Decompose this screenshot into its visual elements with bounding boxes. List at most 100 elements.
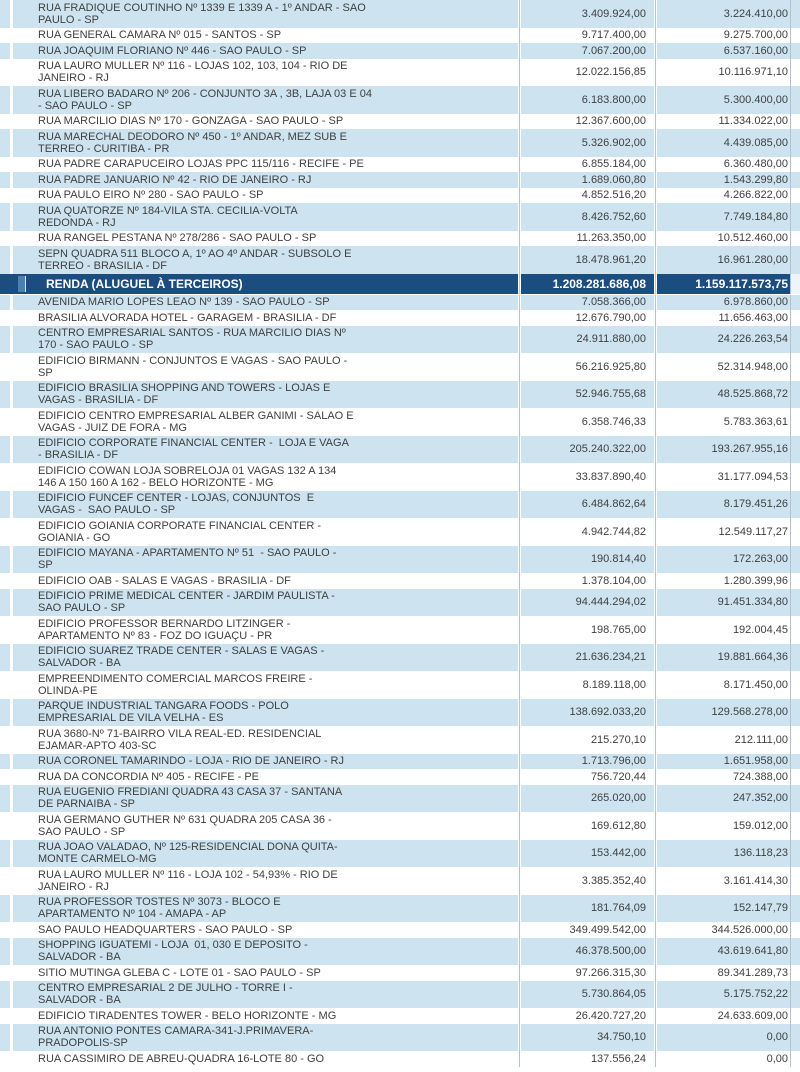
value-current-cell: 8.426.752,60 xyxy=(521,203,654,231)
value-previous-cell: 8.171.450,00 xyxy=(723,678,788,691)
table-row: RUA ANTONIO PONTES CAMARA-341-J.PRIMAVER… xyxy=(0,1023,800,1051)
column-gap xyxy=(518,294,521,310)
column-gap xyxy=(518,922,521,938)
column-gap xyxy=(518,230,521,246)
value-current-cell: 5.730.864,05 xyxy=(521,980,654,1008)
property-address-cell: RUA 3680-Nº 71-BAIRRO VILA REAL-ED. RESI… xyxy=(38,727,322,752)
column-gap xyxy=(10,0,13,28)
row-gutter-left xyxy=(0,59,10,87)
column-gap xyxy=(10,812,13,840)
table-row: EDIFICIO MAYANA - APARTAMENTO Nº 51 - SA… xyxy=(0,545,800,573)
table-row: RUA MARECHAL DEODORO Nº 450 - 1º ANDAR, … xyxy=(0,129,800,157)
column-gap xyxy=(654,172,657,188)
value-previous-cell: 129.568.278,00 xyxy=(657,698,790,726)
row-gutter-left xyxy=(0,43,10,59)
value-previous-cell: 24.633.609,00 xyxy=(717,1009,788,1022)
value-previous-cell: 31.177.094,53 xyxy=(717,470,788,483)
column-gap xyxy=(654,1008,657,1024)
column-gap xyxy=(10,867,13,895)
table-row: RUA LAURO MULLER Nº 116 - LOJA 102 - 54,… xyxy=(0,867,800,895)
column-gap xyxy=(518,187,521,203)
row-gutter-right xyxy=(790,643,800,671)
column-gap xyxy=(654,325,657,353)
column-gap xyxy=(518,435,521,463)
row-gutter-left xyxy=(0,114,10,130)
column-gap xyxy=(654,86,657,114)
row-gutter-right xyxy=(790,965,800,981)
value-current-cell: 6.358.746,33 xyxy=(581,415,646,428)
column-gap xyxy=(654,353,657,381)
column-gap xyxy=(518,839,521,867)
property-address-cell: RUA CORONEL TAMARINDO - LOJA - RIO DE JA… xyxy=(13,753,518,769)
value-previous-cell: 724.388,00 xyxy=(732,770,788,783)
property-address-cell: EDIFICIO PROFESSOR BERNARDO LITZINGER - … xyxy=(38,617,291,642)
table-row: RUA GERMANO GUTHER Nº 631 QUADRA 205 CAS… xyxy=(0,812,800,840)
value-previous-cell: 3.224.410,00 xyxy=(657,0,790,28)
column-gap xyxy=(518,573,521,589)
column-gap xyxy=(10,965,13,981)
row-gutter-left xyxy=(0,980,10,1008)
property-address-cell: RUA MARCILIO DIAS Nº 170 - GONZAGA - SAO… xyxy=(38,115,344,128)
row-gutter-left xyxy=(0,273,10,294)
column-gap xyxy=(654,839,657,867)
column-gap xyxy=(654,1023,657,1051)
row-gutter-right xyxy=(790,573,800,589)
row-gutter-right xyxy=(790,27,800,43)
row-gutter-left xyxy=(0,380,10,408)
value-previous-cell: 10.512.460,00 xyxy=(717,232,788,245)
row-gutter-right xyxy=(790,310,800,326)
row-gutter-right xyxy=(790,435,800,463)
column-gap xyxy=(10,839,13,867)
column-gap xyxy=(654,203,657,231)
row-gutter-left xyxy=(0,573,10,589)
property-address-cell: AVENIDA MARIO LOPES LEAO Nº 139 - SAO PA… xyxy=(13,294,518,310)
value-previous-cell: 5.783.363,61 xyxy=(723,415,788,428)
value-current-cell: 4.852.516,20 xyxy=(581,189,646,202)
property-address-cell: RUA ANTONIO PONTES CAMARA-341-J.PRIMAVER… xyxy=(13,1023,518,1051)
row-gutter-right xyxy=(790,490,800,518)
row-gutter-right xyxy=(790,246,800,274)
row-gutter-right xyxy=(790,726,800,754)
row-gutter-right xyxy=(790,616,800,644)
column-gap xyxy=(10,58,13,86)
value-current-cell: 349.499.542,00 xyxy=(569,923,646,936)
column-gap xyxy=(518,310,521,326)
row-gutter-left xyxy=(0,643,10,671)
column-gap xyxy=(654,113,657,129)
column-gap xyxy=(654,380,657,408)
column-gap xyxy=(10,230,13,246)
value-current-cell: 198.765,00 xyxy=(590,623,646,636)
column-gap xyxy=(10,463,13,491)
property-address-cell: EDIFICIO CENTRO EMPRESARIAL ALBER GANIMI… xyxy=(38,409,354,434)
column-gap xyxy=(10,273,13,294)
column-gap xyxy=(518,1051,521,1067)
property-address-cell: RUA RANGEL PESTANA Nº 278/286 - SAO PAUL… xyxy=(38,232,317,245)
column-gap xyxy=(654,294,657,310)
value-previous-cell: 9.275.700,00 xyxy=(723,29,788,42)
column-gap xyxy=(10,408,13,436)
property-address-cell: RUA LIBERO BADARO Nº 206 - CONJUNTO 3A ,… xyxy=(13,86,518,114)
table-row: RUA GENERAL CAMARA Nº 015 - SANTOS - SP … xyxy=(0,27,800,43)
table-row: SEPN QUADRA 511 BLOCO A, 1º AO 4º ANDAR … xyxy=(0,246,800,274)
property-address-cell: RUA MARECHAL DEODORO Nº 450 - 1º ANDAR, … xyxy=(13,129,518,157)
row-gutter-left xyxy=(0,698,10,726)
table-row: PARQUE INDUSTRIAL TANGARA FOODS - POLO E… xyxy=(0,698,800,726)
row-gutter-right xyxy=(790,172,800,188)
table-row: SAO PAULO HEADQUARTERS - SAO PAULO - SP … xyxy=(0,922,800,938)
row-gutter-left xyxy=(0,937,10,965)
value-current-cell: 6.183.800,00 xyxy=(521,86,654,114)
row-gutter-right xyxy=(790,129,800,157)
value-previous-cell: 16.961.280,00 xyxy=(657,246,790,274)
column-gap xyxy=(518,616,521,644)
column-gap xyxy=(654,435,657,463)
value-current-cell: 265.020,00 xyxy=(521,784,654,812)
row-gutter-right xyxy=(790,769,800,785)
value-current-cell: 11.263.350,00 xyxy=(576,232,646,245)
table-row: EDIFICIO PRIME MEDICAL CENTER - JARDIM P… xyxy=(0,588,800,616)
table-row: RUA JOAQUIM FLORIANO Nº 446 - SAO PAULO … xyxy=(0,43,800,59)
value-current-cell: 4.942.744,82 xyxy=(581,525,646,538)
column-gap xyxy=(518,784,521,812)
column-gap xyxy=(10,698,13,726)
row-gutter-left xyxy=(0,294,10,310)
